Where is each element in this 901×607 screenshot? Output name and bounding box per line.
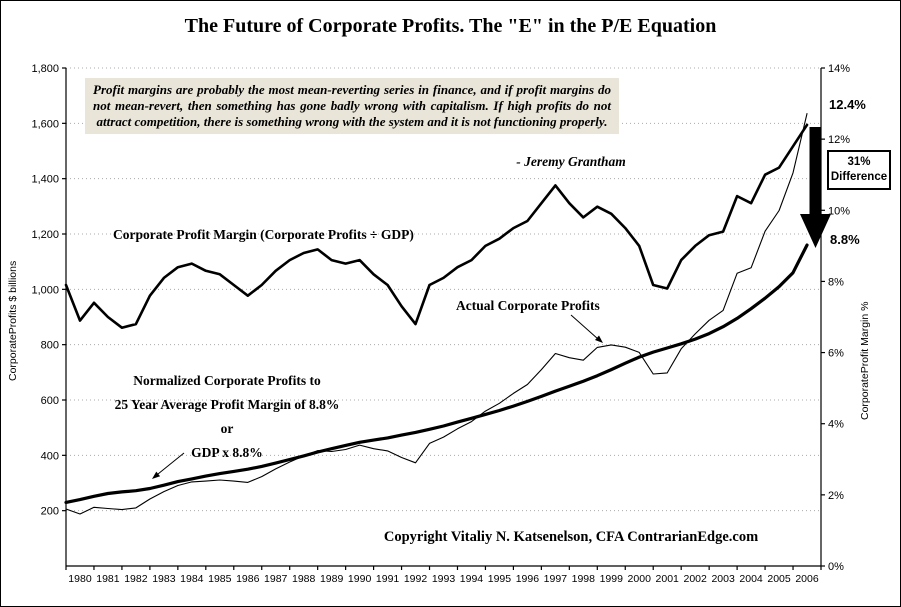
- x-axis-tick-label: 2005: [767, 573, 791, 585]
- right-axis-tick-label: 8%: [828, 276, 844, 288]
- right-axis-tick-label: 14%: [828, 63, 850, 75]
- difference-down-arrow-icon: [800, 127, 831, 248]
- x-axis-tick-label: 1991: [376, 573, 400, 585]
- left-axis-tick-label: 800: [41, 340, 59, 352]
- x-axis-tick-label: 2002: [683, 573, 707, 585]
- right-axis-tick-label: 2%: [828, 490, 844, 502]
- annotation-arrows: [152, 127, 831, 479]
- x-axis-tick-label: 1981: [96, 573, 120, 585]
- right-axis-tick-label: 6%: [828, 348, 844, 360]
- x-axis-tick-label: 1998: [572, 573, 596, 585]
- x-axis-tick-label: 2003: [711, 573, 735, 585]
- left-axis-tick-label: 1,000: [31, 284, 59, 296]
- left-axis-tick-label: 1,400: [31, 174, 59, 186]
- normalized-label-line-1: Normalized Corporate Profits to: [133, 373, 321, 388]
- normalized-series-line: [64, 243, 809, 504]
- x-axis-tick-label: 1994: [460, 573, 484, 585]
- final-margin-value-label: 12.4%: [829, 97, 866, 112]
- left-axis-tick-label: 400: [41, 450, 59, 462]
- normalized-label-line-4: GDP x 8.8%: [191, 445, 263, 460]
- x-axis-tick-label: 1982: [124, 573, 148, 585]
- x-axis-tick-label: 1993: [432, 573, 456, 585]
- margin-series-label: Corporate Profit Margin (Corporate Profi…: [113, 227, 414, 242]
- x-axis-tick-label: 2004: [739, 573, 763, 585]
- actual-series-label: Actual Corporate Profits: [456, 298, 600, 313]
- x-axis-tick-label: 1992: [404, 573, 428, 585]
- mean-margin-value-label: 8.8%: [830, 232, 860, 247]
- left-axis-tick-label: 1,800: [31, 63, 59, 75]
- difference-percent: 31%: [847, 156, 871, 168]
- x-axis-tick-label: 2000: [628, 573, 652, 585]
- right-axis-tick-label: 0%: [828, 561, 844, 573]
- x-axis-tick-label: 1980: [68, 573, 92, 585]
- left-axis-tick-label: 1,600: [31, 118, 59, 130]
- left-axis-title: CorporateProfits $ billions: [7, 260, 19, 382]
- quote-attribution: - Jeremy Grantham: [516, 154, 626, 169]
- actual-pointer-arrowhead-icon: [595, 335, 603, 343]
- difference-callout-box: 31% Difference: [827, 150, 891, 190]
- copyright-text: Copyright Vitaliy N. Katsenelson, CFA Co…: [383, 529, 759, 545]
- normalized-label-line-2: 25 Year Average Profit Margin of 8.8%: [114, 397, 340, 412]
- x-axis-tick-label: 1995: [488, 573, 512, 585]
- x-axis-tick-label: 1990: [348, 573, 372, 585]
- x-axis-tick-label: 1987: [264, 573, 288, 585]
- normalized-pointer-arrowhead-icon: [152, 471, 161, 479]
- x-axis-tick-label: 1997: [544, 573, 568, 585]
- right-axis-title: CorporateProfit Margin %: [859, 301, 871, 421]
- right-axis-tick-label: 10%: [828, 205, 850, 217]
- x-axis-tick-label: 2006: [795, 573, 819, 585]
- x-axis-tick-label: 2001: [656, 573, 680, 585]
- difference-word: Difference: [830, 171, 888, 183]
- x-axis-tick-label: 1986: [236, 573, 260, 585]
- x-axis-tick-label: 1983: [152, 573, 176, 585]
- chart-title: The Future of Corporate Profits. The "E"…: [184, 15, 717, 37]
- x-axis-tick-label: 1984: [180, 573, 204, 585]
- x-axis-tick-label: 1988: [292, 573, 316, 585]
- right-axis-tick-label: 12%: [828, 134, 850, 146]
- actual-series-line: [65, 113, 808, 515]
- x-axis-tick-label: 1985: [208, 573, 232, 585]
- left-axis-tick-label: 600: [41, 395, 59, 407]
- right-axis-tick-label: 4%: [828, 419, 844, 431]
- left-axis-tick-label: 200: [41, 506, 59, 518]
- x-axis-tick-label: 1999: [600, 573, 624, 585]
- grantham-quote: Profit margins are probably the most mea…: [85, 78, 619, 134]
- x-axis-tick-label: 1989: [320, 573, 344, 585]
- x-axis-tick-label: 1996: [516, 573, 540, 585]
- margin-series-line: [64, 123, 809, 330]
- normalized-label-line-3: or: [220, 421, 234, 436]
- normalized-series-label: Normalized Corporate Profits to 25 Year …: [89, 369, 365, 465]
- normalized-pointer-line: [157, 452, 185, 475]
- left-axis-tick-label: 1,200: [31, 229, 59, 241]
- plot-layer: 1,8001,6001,4001,2001,00080060040020014%…: [31, 63, 850, 585]
- actual-pointer-line: [570, 314, 599, 340]
